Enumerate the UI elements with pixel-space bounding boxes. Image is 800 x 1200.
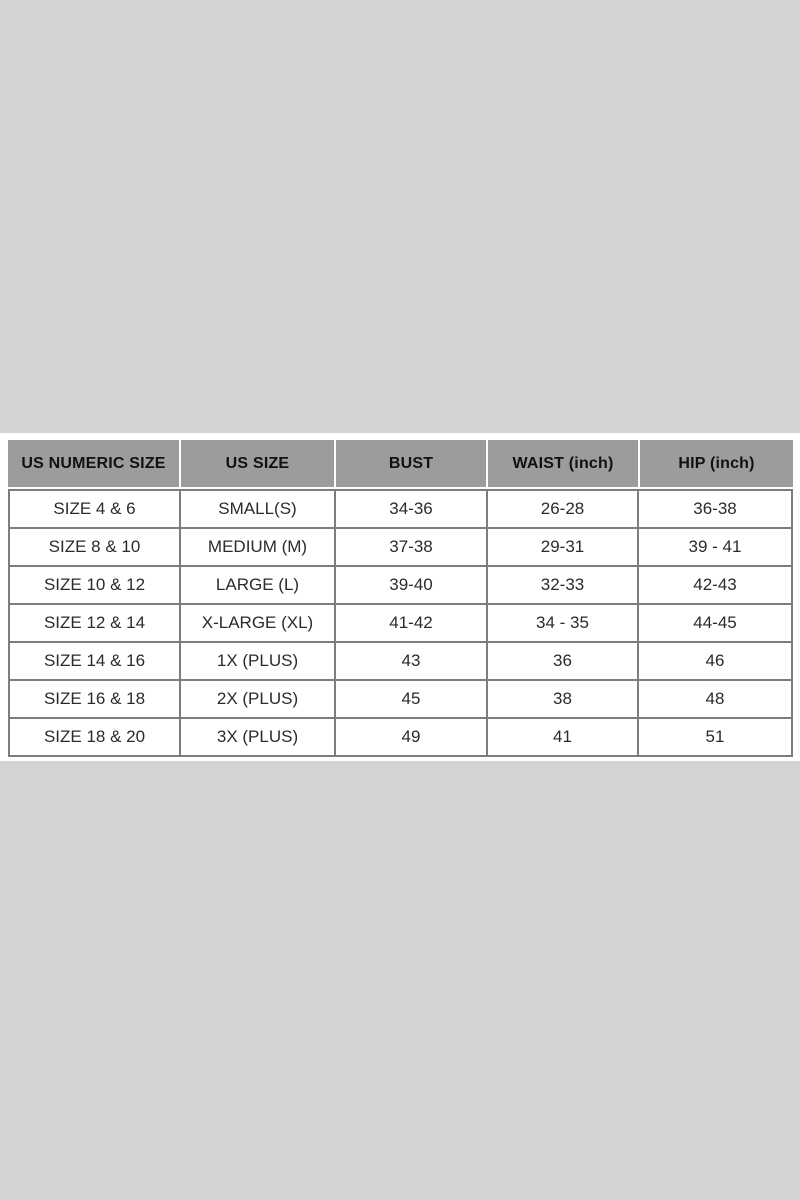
table-cell: 39 - 41 (639, 529, 791, 565)
table-cell: 34 - 35 (488, 605, 637, 641)
column-header: US NUMERIC SIZE (8, 440, 179, 487)
table-cell: 29-31 (488, 529, 637, 565)
table-cell: SMALL(S) (181, 491, 334, 527)
column-header: WAIST (inch) (488, 440, 638, 487)
table-cell: 48 (639, 681, 791, 717)
table-cell: 36 (488, 643, 637, 679)
table-cell: 43 (336, 643, 486, 679)
table-cell: 37-38 (336, 529, 486, 565)
table-cell: 44-45 (639, 605, 791, 641)
table-cell: SIZE 10 & 12 (10, 567, 179, 603)
table-cell: SIZE 4 & 6 (10, 491, 179, 527)
size-chart-table: US NUMERIC SIZE US SIZE BUST WAIST (inch) HI… (8, 440, 793, 757)
table-cell: 45 (336, 681, 486, 717)
table-cell: X-LARGE (XL) (181, 605, 334, 641)
column-header: US SIZE (181, 440, 334, 487)
table-cell: SIZE 16 & 18 (10, 681, 179, 717)
column-header: HIP (inch) (640, 440, 793, 487)
table-cell: 51 (639, 719, 791, 755)
table-cell: 32-33 (488, 567, 637, 603)
table-cell: 1X (PLUS) (181, 643, 334, 679)
table-cell: 49 (336, 719, 486, 755)
table-cell: MEDIUM (M) (181, 529, 334, 565)
table-cell: 3X (PLUS) (181, 719, 334, 755)
table-cell: 36-38 (639, 491, 791, 527)
column-header: BUST (336, 440, 486, 487)
table-header-row: US NUMERIC SIZE US SIZE BUST WAIST (inch) HI… (8, 440, 793, 487)
content-band: US NUMERIC SIZE US SIZE BUST WAIST (inch) HI… (0, 433, 800, 761)
table-cell: 41 (488, 719, 637, 755)
table-cell: LARGE (L) (181, 567, 334, 603)
table-cell: 38 (488, 681, 637, 717)
table-cell: SIZE 12 & 14 (10, 605, 179, 641)
table-cell: 39-40 (336, 567, 486, 603)
table-cell: 26-28 (488, 491, 637, 527)
table-cell: SIZE 14 & 16 (10, 643, 179, 679)
table-cell: 41-42 (336, 605, 486, 641)
table-cell: 34-36 (336, 491, 486, 527)
table-cell: SIZE 18 & 20 (10, 719, 179, 755)
table-cell: 42-43 (639, 567, 791, 603)
table-body: SIZE 4 & 6 SMALL(S) 34-36 26-28 36-38 SIZE 8 … (8, 489, 793, 757)
table-cell: 2X (PLUS) (181, 681, 334, 717)
table-cell: 46 (639, 643, 791, 679)
table-cell: SIZE 8 & 10 (10, 529, 179, 565)
